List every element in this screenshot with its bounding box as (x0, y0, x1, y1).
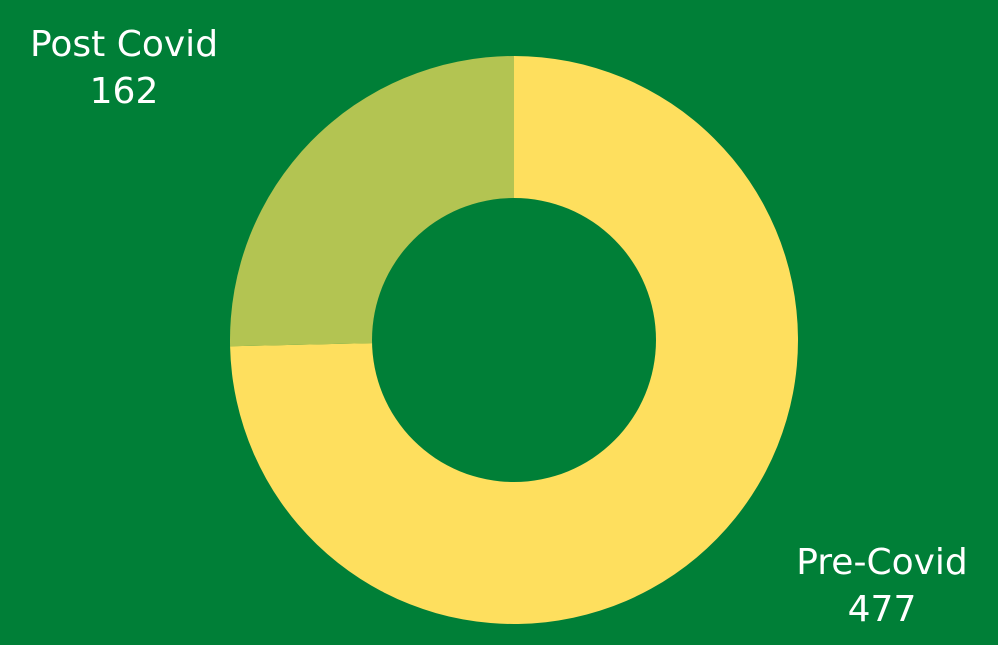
slice-label-pre-covid-value: 477 (847, 588, 917, 630)
slice-label-post-covid: Post Covid 162 (4, 22, 244, 116)
slice-label-pre-covid-name: Pre-Covid (796, 542, 968, 583)
slice-label-post-covid-name: Post Covid (29, 24, 219, 65)
donut-hole (372, 198, 656, 482)
slice-label-post-covid-value: 162 (89, 70, 159, 112)
slice-label-pre-covid: Pre-Covid 477 (772, 540, 992, 634)
